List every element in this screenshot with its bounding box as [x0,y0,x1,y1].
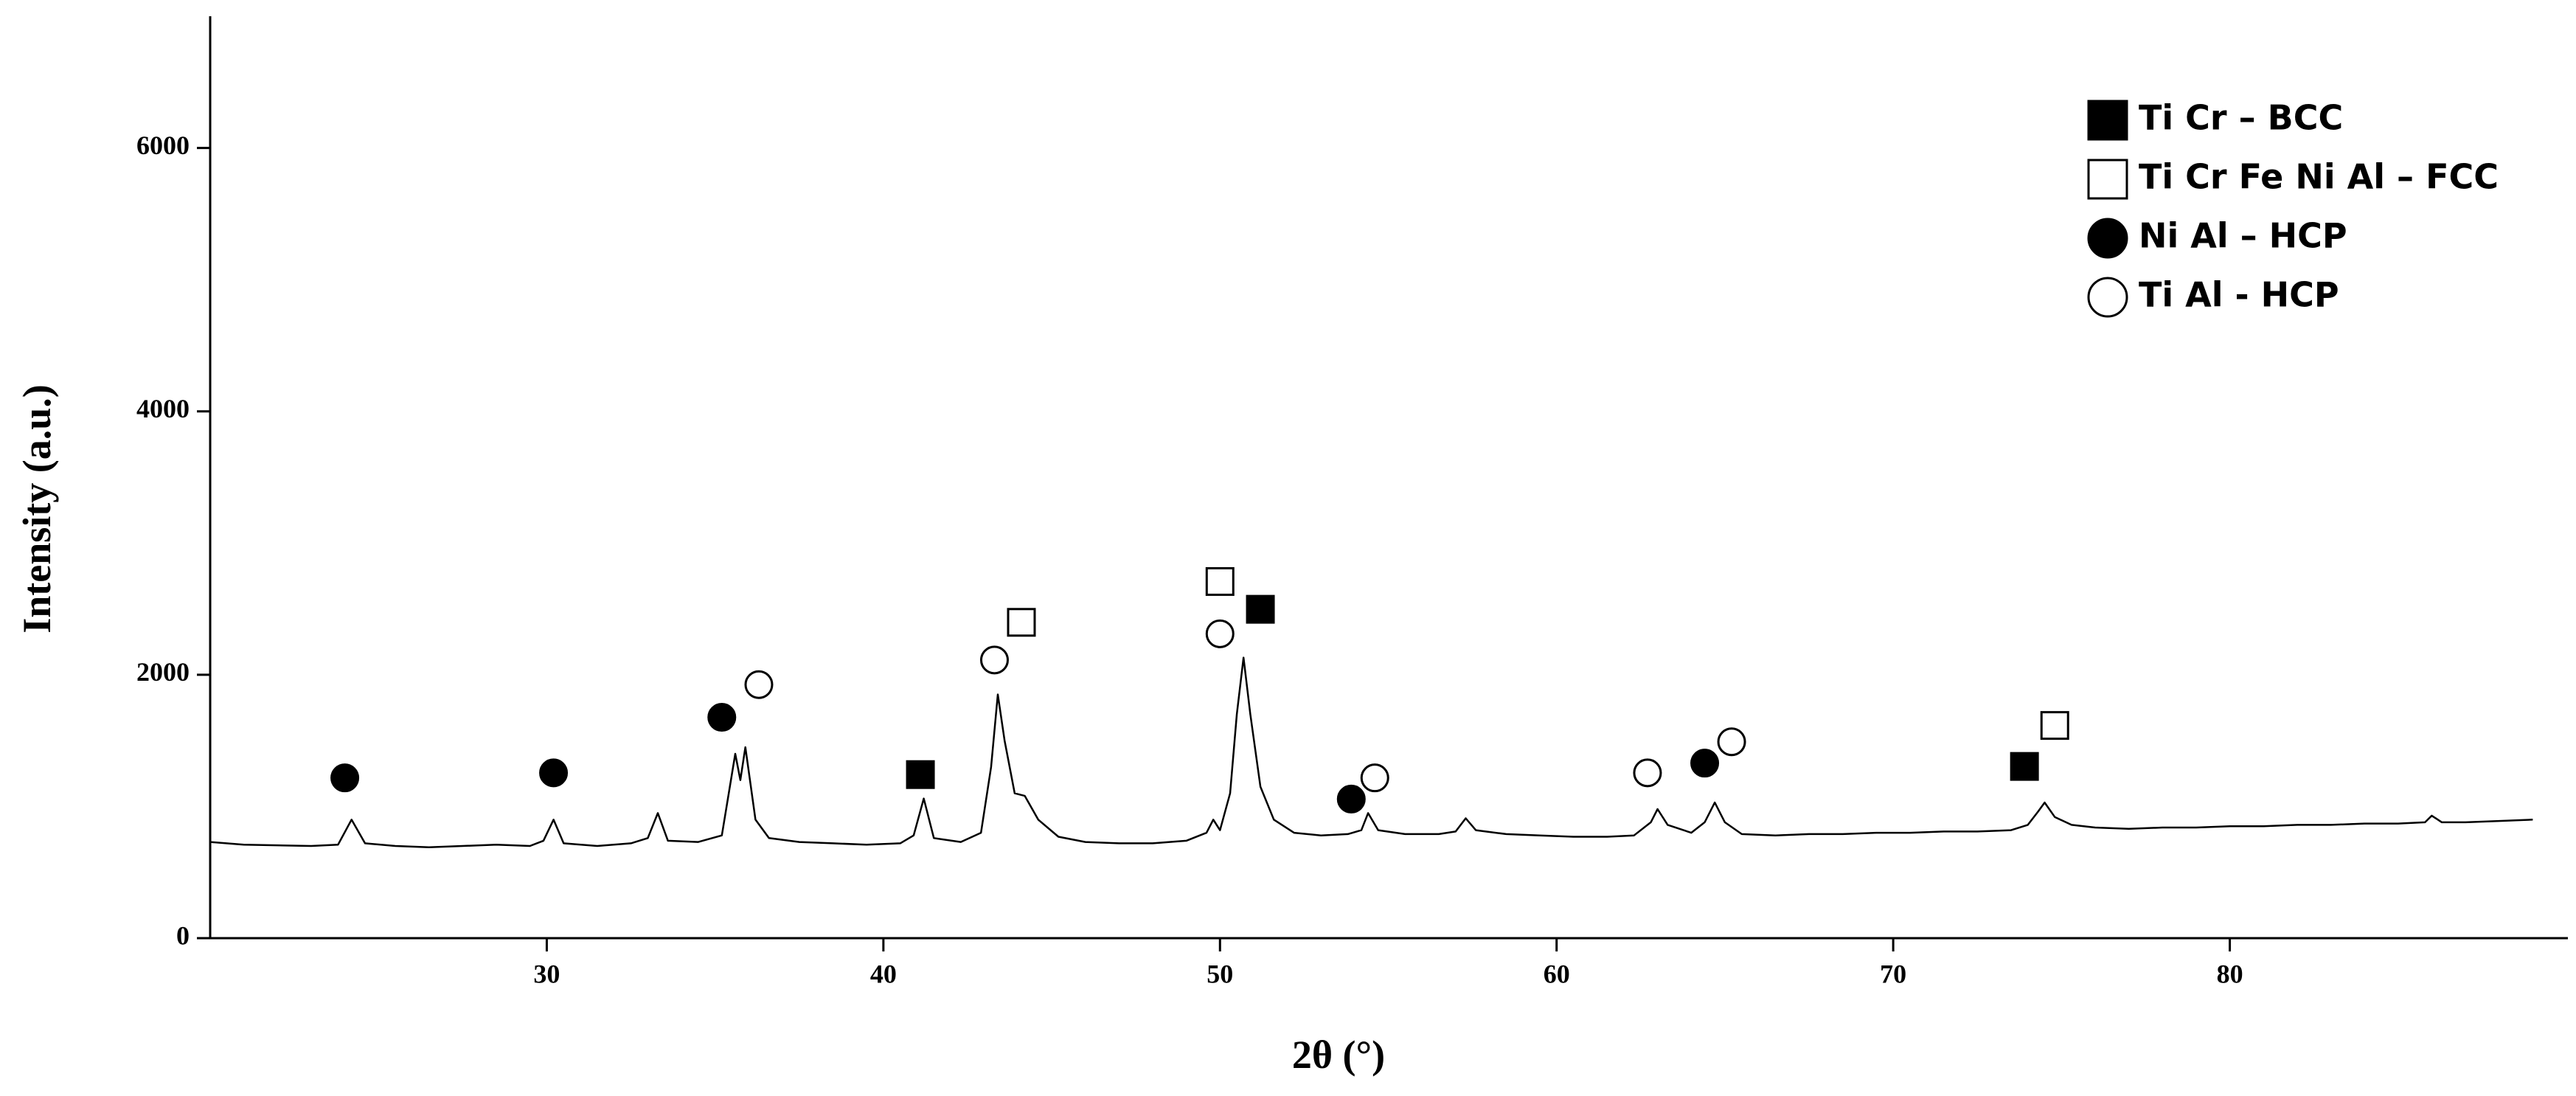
phase-marker [1246,594,1275,624]
phase-marker [979,645,1009,675]
x-tick-label: 40 [870,959,897,988]
phase-marker [330,763,360,793]
legend-marker [2087,277,2128,318]
phase-marker [1360,763,1389,793]
x-tick-label: 30 [533,959,560,988]
phase-marker [1205,566,1235,596]
phase-marker [1633,758,1662,788]
x-tick-label: 60 [1544,959,1570,988]
legend-marker [2087,159,2128,200]
phase-marker [539,758,569,788]
x-tick-label: 70 [1880,959,1906,988]
xrd-trace [209,656,2533,849]
y-tick-label: 0 [176,920,190,950]
phase-marker [1336,784,1366,814]
y-tick-label: 6000 [136,131,190,160]
phase-marker [744,670,774,699]
legend-label: Ti Cr Fe Ni Al – FCC [2139,157,2499,197]
phase-marker [1007,608,1036,637]
legend-label: Ti Al - HCP [2139,275,2339,315]
y-axis-label: Intensity (a.u.) [15,384,59,634]
phase-marker [2040,711,2069,741]
phase-marker [2010,752,2039,781]
y-tick-label: 2000 [136,657,190,687]
y-tick-label: 4000 [136,394,190,423]
legend-label: Ni Al – HCP [2139,216,2347,256]
x-tick-label: 80 [2217,959,2243,988]
phase-marker [707,703,737,732]
phase-marker [1690,749,1720,778]
legend-marker [2087,100,2128,141]
phase-marker [1205,619,1235,648]
x-axis-label: 2θ (°) [1292,1033,1385,1077]
legend-marker [2087,218,2128,259]
phase-marker [906,760,935,789]
phase-marker [1717,727,1746,757]
legend-label: Ti Cr – BCC [2139,98,2343,138]
x-tick-label: 50 [1207,959,1233,988]
